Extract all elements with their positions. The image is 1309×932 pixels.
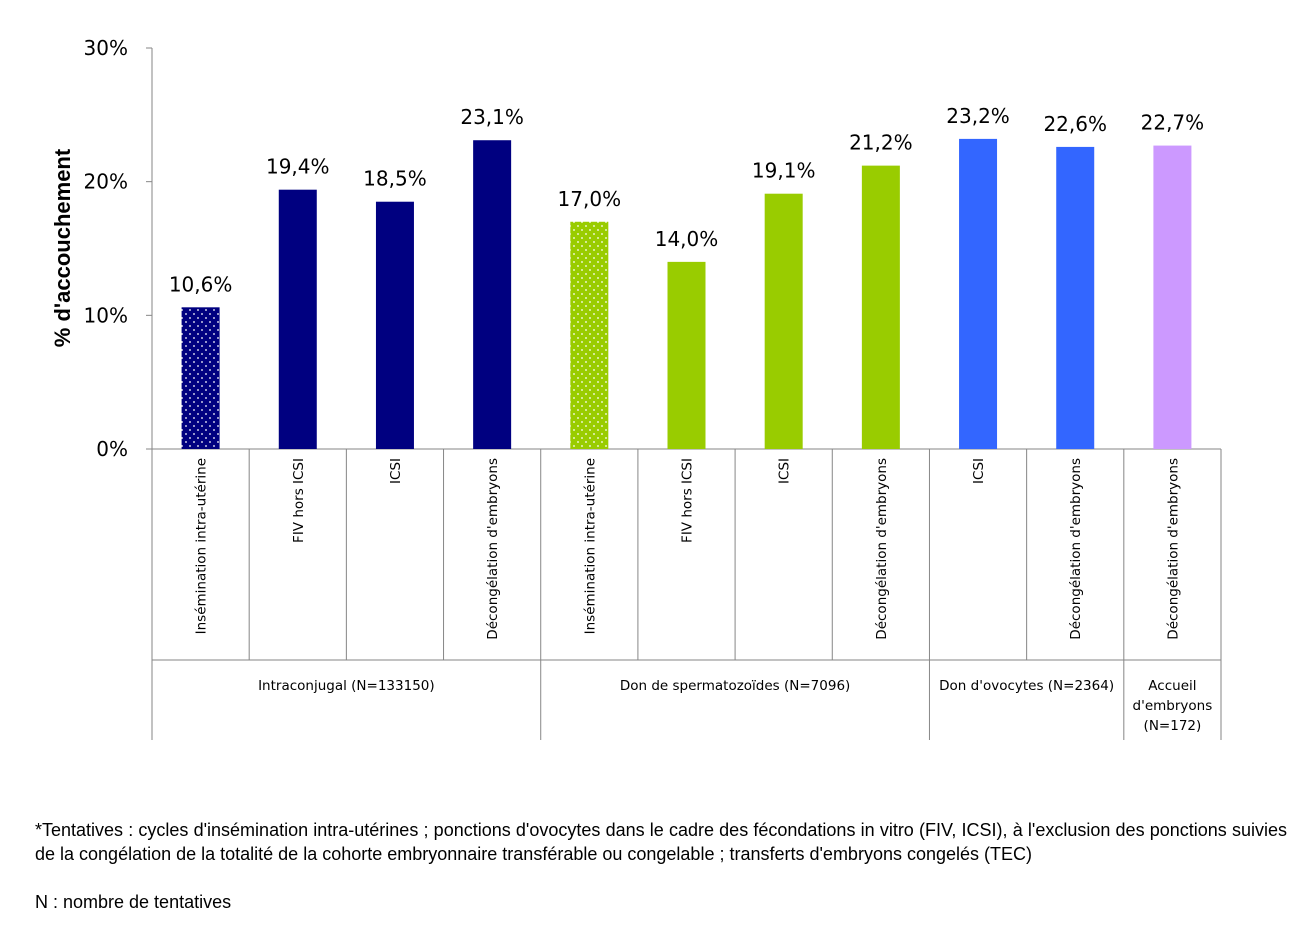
data-label: 19,1% [752,159,816,183]
bar [375,201,414,449]
category-label: Décongélation d'embryons [874,458,890,640]
bar [1153,145,1192,449]
category-label: FIV hors ICSI [680,458,696,543]
data-label: 14,0% [655,227,719,251]
category-label: ICSI [388,458,404,484]
category-label: FIV hors ICSI [291,458,307,543]
data-label: 19,4% [266,155,330,179]
y-tick-label: 10% [84,303,128,327]
category-label: ICSI [777,458,793,484]
bar [959,138,998,450]
bars [181,138,1192,450]
y-tick-label: 0% [96,437,128,461]
data-label: 21,2% [849,131,913,155]
group-labels: Intraconjugal (N=133150) Don de spermatoz… [258,678,1212,734]
data-label: 22,6% [1043,112,1107,136]
y-axis-label: % d'accouchement [50,148,75,347]
bar [667,261,706,449]
data-labels: 10,6% 19,4% 18,5% 23,1% 17,0% 14,0% 19,1% 21,2%… [169,104,1204,296]
category-label: Décongélation d'embryons [1165,458,1181,640]
footnote-n-definition: N : nombre de tentatives [35,892,232,912]
category-label: Décongélation d'embryons [1068,458,1084,640]
data-label: 18,5% [363,167,427,191]
category-label: Décongélation d'embryons [485,458,501,640]
data-label: 10,6% [169,272,233,296]
y-tick-label: 30% [84,36,128,60]
footnote: *Tentatives : cycles d'insémination intr… [35,820,1287,864]
data-label: 17,0% [558,187,622,211]
data-label: 22,7% [1141,111,1205,135]
category-label: ICSI [971,458,987,484]
bar-chart: % d'accouchement 0%10%20%30% 10,6%19,4%1… [50,36,1222,740]
bar [861,165,900,450]
category-label: Insémination intra-utérine [194,458,210,634]
group-label: Don de spermatozoïdes (N=7096) [620,678,850,694]
group-label: (N=172) [1144,718,1202,734]
axes: 0% 10% 20% 30% [84,36,1222,740]
category-labels: Insémination intra-utérine FIV hors ICSI I… [194,458,1182,640]
bar [764,193,803,449]
bar [1056,146,1095,449]
group-label: Accueil [1148,678,1196,694]
category-label: Insémination intra-utérine [582,458,598,634]
bar [278,189,317,450]
bar [570,221,609,449]
bar [181,307,220,449]
bar [473,140,512,450]
y-tick-label: 20% [84,170,128,194]
group-label: d'embryons [1133,698,1213,714]
data-label: 23,1% [460,105,524,129]
data-label: 23,2% [946,104,1010,128]
group-label: Intraconjugal (N=133150) [258,678,435,694]
group-label: Don d'ovocytes (N=2364) [939,678,1114,694]
